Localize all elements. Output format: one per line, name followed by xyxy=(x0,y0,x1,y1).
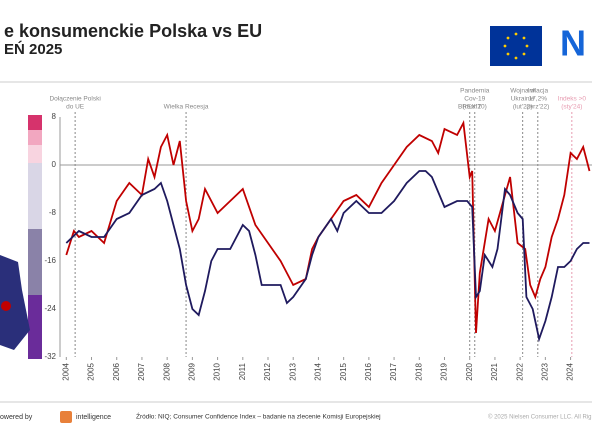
event-label: (lut'22) xyxy=(513,104,533,111)
eu-flag xyxy=(490,26,542,66)
event-label: Inflacja xyxy=(527,88,548,95)
y-tick-label: -24 xyxy=(44,304,56,313)
event-label: Pandemia xyxy=(460,88,490,95)
x-tick-label: 2005 xyxy=(87,362,96,380)
scale-legend xyxy=(0,115,42,359)
x-tick-label: 2011 xyxy=(238,362,247,380)
footer-brand: intelligence xyxy=(76,414,111,421)
x-tick-label: 2024 xyxy=(566,362,575,380)
event-label: (sty'24) xyxy=(561,104,582,111)
y-tick-label: -32 xyxy=(44,352,56,361)
event-label: do UE xyxy=(66,104,85,111)
event-label: 17,2% xyxy=(529,96,548,103)
event-label: (wrz'22) xyxy=(526,104,549,111)
series-line xyxy=(65,170,590,343)
y-tick-label: -16 xyxy=(44,256,56,265)
footer-copyright: © 2025 Nielsen Consumer LLC. All Rig xyxy=(488,414,591,421)
event-label: Wielka Recesja xyxy=(164,104,209,111)
x-tick-label: 2012 xyxy=(263,362,272,380)
x-tick-label: 2016 xyxy=(364,362,373,380)
event-label: (mar'20) xyxy=(463,104,487,111)
event-label: Cov-19 xyxy=(464,96,485,103)
footer-source: Źródło: NIQ; Consumer Confidence Index –… xyxy=(136,412,381,421)
x-tick-label: 2013 xyxy=(288,362,297,380)
x-tick-label: 2019 xyxy=(440,362,449,380)
x-tick-label: 2008 xyxy=(162,362,171,380)
event-label: Ukrainie xyxy=(511,96,535,103)
x-tick-label: 2023 xyxy=(540,362,549,380)
x-tick-label: 2018 xyxy=(414,362,423,380)
logo: N xyxy=(560,23,586,64)
x-tick-label: 2021 xyxy=(490,362,499,380)
x-tick-label: 2009 xyxy=(187,362,196,380)
x-tick-label: 2014 xyxy=(314,362,323,380)
y-tick-label: 0 xyxy=(52,160,57,169)
chart-title: e konsumenckie Polska vs EU xyxy=(4,21,262,41)
x-tick-label: 2004 xyxy=(61,362,70,380)
event-label: Wojna w xyxy=(510,88,535,95)
x-tick-label: 2010 xyxy=(213,362,222,380)
event-label: Dołączenie Polski xyxy=(49,96,100,103)
y-tick-label: 8 xyxy=(52,112,57,121)
x-tick-label: 2006 xyxy=(112,362,121,380)
x-tick-label: 2017 xyxy=(389,362,398,380)
footer-powered: owered by xyxy=(0,414,33,421)
y-tick-label: -8 xyxy=(49,208,57,217)
x-tick-label: 2022 xyxy=(515,362,524,380)
event-label: Indeks >0 xyxy=(558,96,587,103)
x-tick-label: 2020 xyxy=(465,362,474,380)
x-tick-label: 2007 xyxy=(137,362,146,380)
series-line xyxy=(65,120,591,334)
gfk-logo xyxy=(60,411,72,423)
eu-stars xyxy=(503,32,529,60)
chart-subtitle: EŃ 2025 xyxy=(4,41,62,58)
x-tick-label: 2015 xyxy=(339,362,348,380)
event-label: BREXIT xyxy=(458,104,482,111)
